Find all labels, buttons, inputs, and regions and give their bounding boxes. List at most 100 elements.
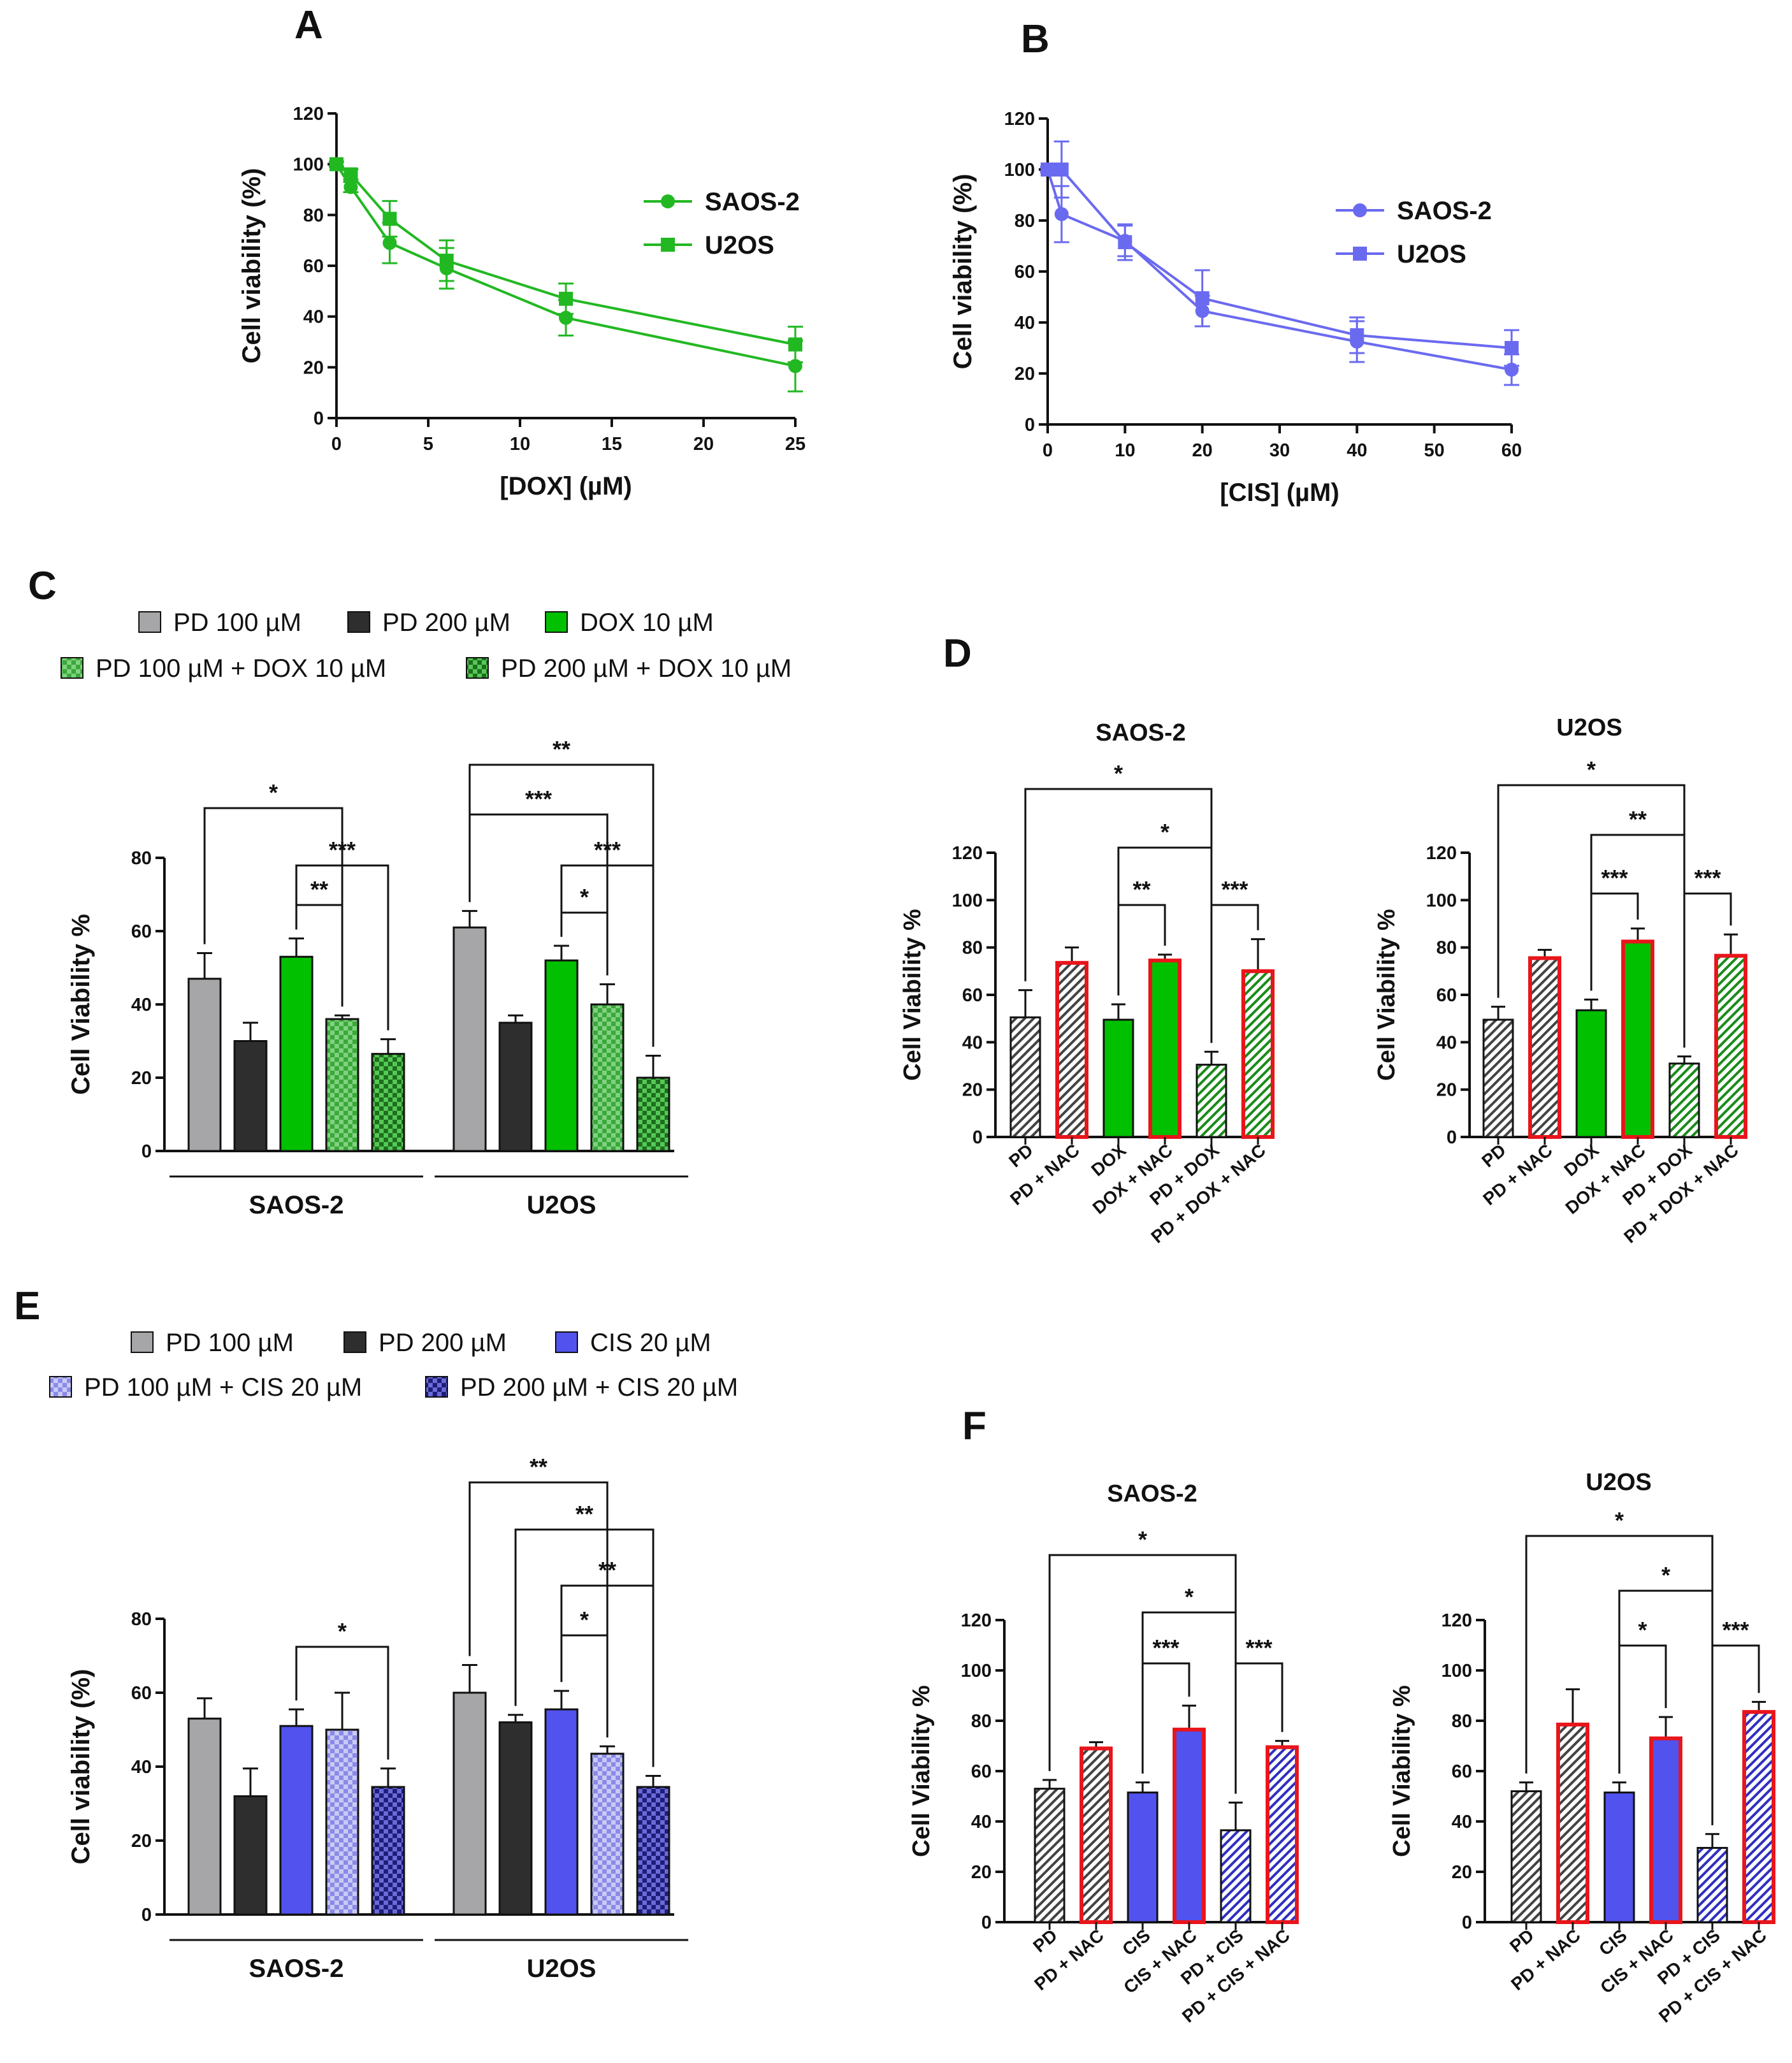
y-axis-label: Cell Viability %	[899, 909, 926, 1081]
y-axis-label: Cell viability (%)	[67, 1669, 95, 1865]
y-tick-label: 120	[952, 843, 983, 864]
bar	[233, 1040, 268, 1152]
significance-label: **	[1629, 806, 1647, 832]
legend-swatch	[466, 657, 489, 679]
y-tick-label: 80	[1015, 211, 1035, 231]
significance-label: **	[310, 876, 328, 902]
bar	[1080, 1746, 1113, 1924]
x-tick-label: 20	[1192, 440, 1213, 461]
legend-label: DOX 10 µM	[580, 609, 714, 637]
bar	[1009, 1016, 1041, 1138]
y-tick-label: 20	[131, 1831, 152, 1851]
x-tick-label: 15	[602, 434, 622, 454]
bar	[1266, 1745, 1299, 1925]
bar	[1173, 1727, 1206, 1924]
data-point-square	[1054, 163, 1069, 177]
bar	[371, 1786, 405, 1916]
panel-letter-B: B	[1021, 17, 1050, 61]
significance-bracket	[468, 813, 609, 976]
legend-marker-square	[1353, 247, 1367, 261]
category-label: CIS	[1118, 1925, 1154, 1960]
y-tick-label: 60	[971, 1762, 992, 1782]
significance-bracket	[1618, 1644, 1667, 1774]
category-label: CIS	[1595, 1925, 1631, 1960]
x-tick-label: 10	[1115, 440, 1135, 461]
legend-swatch	[49, 1376, 72, 1398]
y-tick-label: 40	[1436, 1032, 1457, 1053]
y-tick-label: 0	[972, 1127, 983, 1148]
y-tick-label: 0	[314, 409, 324, 429]
x-tick-label: 0	[331, 434, 342, 454]
y-axis-label: Cell viability (%)	[238, 168, 266, 364]
y-tick-label: 20	[1452, 1862, 1472, 1883]
y-tick-label: 120	[1004, 109, 1035, 129]
panel-letter-C: C	[28, 564, 57, 608]
legend-label: U2OS	[1397, 240, 1466, 268]
y-tick-label: 80	[1436, 938, 1457, 959]
legend-marker-circle	[661, 194, 675, 208]
bar	[233, 1795, 268, 1916]
significance-bracket	[560, 864, 654, 1047]
bar	[1220, 1829, 1252, 1923]
bar	[1668, 1062, 1700, 1138]
significance-label: **	[553, 736, 570, 762]
data-point-square	[1505, 341, 1519, 355]
group-label: U2OS	[527, 1955, 596, 1983]
significance-bracket	[1590, 892, 1639, 991]
group-label: SAOS-2	[249, 1955, 344, 1983]
y-tick-label: 40	[1015, 313, 1035, 333]
y-tick-label: 0	[141, 1905, 152, 1925]
y-axis-label: Cell viability (%)	[949, 174, 977, 370]
y-tick-label: 60	[1452, 1762, 1472, 1782]
bar	[1241, 969, 1275, 1140]
significance-label: *	[1185, 1584, 1194, 1610]
legend-label: PD 200 µM + DOX 10 µM	[501, 655, 791, 683]
significance-bracket	[514, 1528, 654, 1767]
significance-label: ***	[1601, 865, 1628, 891]
bar	[279, 1725, 314, 1916]
y-tick-label: 80	[971, 1711, 992, 1732]
significance-bracket	[560, 1584, 654, 1767]
chart-title: U2OS	[1586, 1469, 1651, 1496]
significance-bracket	[1210, 904, 1259, 1043]
significance-label: ***	[1722, 1617, 1749, 1643]
y-tick-label: 60	[1436, 985, 1457, 1006]
bar	[325, 1018, 359, 1152]
bar	[590, 1003, 625, 1152]
bar	[452, 1691, 487, 1916]
y-tick-label: 40	[962, 1032, 983, 1053]
category-label: PD	[1478, 1140, 1510, 1171]
y-tick-label: 60	[1015, 262, 1035, 282]
y-axis-label: Cell Viability %	[1389, 1685, 1415, 1857]
bar	[1127, 1792, 1159, 1923]
category-label: PD	[1005, 1140, 1037, 1171]
y-tick-label: 0	[1462, 1913, 1472, 1933]
series-line-SAOS-2	[1046, 169, 1512, 371]
x-axis-label: [DOX] (µM)	[500, 472, 632, 500]
bar	[187, 1718, 222, 1916]
panel-letter-F: F	[962, 1404, 986, 1448]
significance-bracket	[1234, 1662, 1283, 1794]
bar	[636, 1786, 670, 1916]
legend-marker-circle	[1353, 203, 1367, 217]
y-tick-label: 40	[303, 307, 324, 328]
data-point-square	[329, 157, 343, 171]
bar	[1621, 939, 1654, 1139]
x-tick-label: 30	[1269, 440, 1290, 461]
bar	[1528, 956, 1561, 1140]
significance-label: *	[580, 884, 589, 910]
y-tick-label: 20	[131, 1068, 152, 1089]
y-tick-label: 120	[293, 104, 324, 124]
x-axis-label: [CIS] (µM)	[1220, 479, 1339, 507]
y-tick-label: 20	[971, 1862, 992, 1883]
category-label: PD	[1029, 1925, 1061, 1957]
x-tick-label: 10	[510, 434, 530, 454]
y-tick-label: 100	[961, 1661, 992, 1681]
significance-bracket	[203, 807, 343, 1007]
y-tick-label: 40	[971, 1812, 992, 1832]
bar	[1034, 1788, 1066, 1923]
bar	[544, 1708, 579, 1916]
significance-label: *	[1160, 819, 1169, 845]
legend-swatch	[131, 1331, 154, 1353]
y-tick-label: 40	[1452, 1812, 1472, 1832]
